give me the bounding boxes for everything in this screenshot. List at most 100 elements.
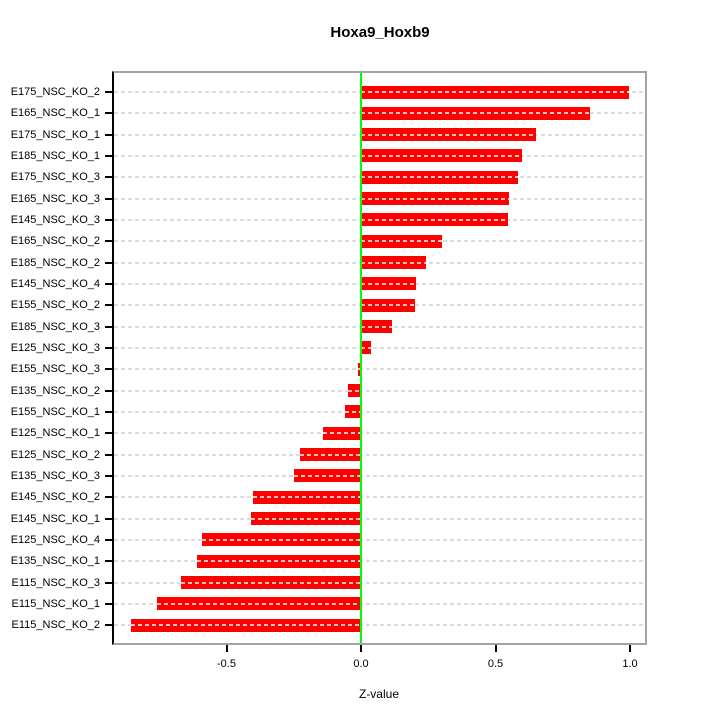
x-axis-tick bbox=[225, 645, 228, 652]
category-label: E155_NSC_KO_1 bbox=[10, 405, 100, 418]
bar-dash-pattern bbox=[180, 581, 361, 584]
grid-line bbox=[114, 410, 645, 413]
category-label: E175_NSC_KO_2 bbox=[10, 86, 100, 98]
bar-dash-pattern bbox=[361, 133, 536, 136]
bar bbox=[361, 213, 508, 227]
category-label: E115_NSC_KO_1 bbox=[11, 597, 100, 610]
y-axis-tick bbox=[105, 538, 112, 541]
bar-dash-pattern bbox=[344, 410, 361, 413]
bar-dash-pattern bbox=[348, 389, 361, 392]
category-label: E135_NSC_KO_2 bbox=[10, 384, 100, 397]
category-label: E135_NSC_KO_3 bbox=[10, 469, 100, 482]
bar-dash-pattern bbox=[361, 112, 590, 115]
y-axis-tick bbox=[105, 410, 112, 413]
grid-line bbox=[114, 474, 645, 477]
bar bbox=[357, 362, 361, 376]
y-axis-tick bbox=[105, 368, 112, 371]
grid-line bbox=[114, 581, 645, 584]
grid-line bbox=[114, 368, 645, 371]
y-axis-tick bbox=[105, 133, 112, 136]
x-axis-tick bbox=[494, 645, 497, 652]
bar bbox=[361, 192, 509, 206]
bar bbox=[361, 341, 371, 355]
y-axis-tick bbox=[105, 218, 112, 221]
bar-dash-pattern bbox=[202, 538, 361, 541]
category-label: E135_NSC_KO_1 bbox=[10, 555, 100, 568]
category-label: E115_NSC_KO_3 bbox=[11, 576, 100, 589]
category-label: E125_NSC_KO_4 bbox=[10, 533, 100, 546]
y-axis-tick bbox=[105, 325, 112, 328]
category-label: E125_NSC_KO_2 bbox=[10, 448, 100, 461]
grid-line bbox=[114, 624, 645, 627]
y-axis-tick bbox=[105, 389, 112, 392]
bar bbox=[361, 234, 442, 248]
y-axis-tick bbox=[105, 346, 112, 349]
y-axis-tick bbox=[105, 560, 112, 563]
y-axis-tick bbox=[105, 581, 112, 584]
bar bbox=[361, 256, 426, 270]
bar-dash-pattern bbox=[357, 368, 361, 371]
x-tick-label: 1.0 bbox=[622, 658, 638, 670]
y-axis-tick bbox=[105, 282, 112, 285]
category-label: E145_NSC_KO_3 bbox=[10, 213, 100, 226]
y-axis-tick bbox=[105, 624, 112, 627]
plot-area bbox=[112, 71, 647, 645]
x-axis-tick bbox=[629, 645, 631, 652]
bar bbox=[299, 448, 361, 462]
y-axis-tick bbox=[105, 261, 112, 264]
y-axis-tick bbox=[105, 112, 112, 115]
bar-dash-pattern bbox=[361, 176, 519, 179]
bar bbox=[361, 149, 523, 163]
bar bbox=[361, 85, 629, 99]
x-axis-tick bbox=[360, 645, 362, 652]
bar bbox=[131, 618, 361, 632]
y-axis-tick bbox=[105, 91, 112, 93]
bar-dash-pattern bbox=[361, 197, 509, 200]
bar bbox=[180, 576, 361, 590]
category-label: E155_NSC_KO_2 bbox=[10, 299, 100, 312]
bar-dash-pattern bbox=[293, 474, 361, 477]
bar bbox=[361, 277, 417, 291]
x-tick-label: 0.0 bbox=[353, 658, 369, 670]
bar bbox=[361, 320, 392, 334]
category-label: E185_NSC_KO_2 bbox=[10, 256, 100, 269]
bar bbox=[322, 426, 361, 440]
grid-line bbox=[114, 602, 645, 605]
bar-dash-pattern bbox=[361, 240, 442, 243]
bar-dash-pattern bbox=[361, 261, 426, 264]
bar-dash-pattern bbox=[253, 496, 361, 499]
y-axis-tick bbox=[105, 496, 112, 499]
y-axis-tick bbox=[105, 240, 112, 243]
bar bbox=[253, 490, 361, 504]
y-axis-tick bbox=[105, 176, 112, 179]
category-label: E165_NSC_KO_3 bbox=[10, 192, 100, 205]
grid-line bbox=[114, 538, 645, 541]
category-label: E185_NSC_KO_3 bbox=[10, 320, 100, 333]
grid-line bbox=[114, 517, 645, 520]
y-axis-tick bbox=[105, 154, 112, 157]
x-axis-label: Z-value bbox=[358, 687, 399, 701]
bar-dash-pattern bbox=[361, 325, 392, 328]
grid-line bbox=[114, 432, 645, 435]
bar bbox=[344, 405, 361, 419]
category-label: E175_NSC_KO_1 bbox=[10, 128, 100, 141]
bar-dash-pattern bbox=[361, 154, 523, 157]
y-axis-tick bbox=[105, 602, 112, 605]
zero-reference-line bbox=[360, 73, 362, 643]
bar bbox=[293, 469, 361, 483]
bar-dash-pattern bbox=[322, 432, 361, 435]
bar-dash-pattern bbox=[361, 346, 371, 349]
bar bbox=[202, 533, 361, 547]
bar bbox=[156, 597, 361, 611]
y-axis-tick bbox=[105, 432, 112, 435]
category-label: E155_NSC_KO_3 bbox=[10, 363, 100, 376]
category-label: E115_NSC_KO_2 bbox=[11, 619, 100, 632]
bar bbox=[348, 384, 361, 398]
bar bbox=[361, 106, 590, 120]
category-label: E145_NSC_KO_2 bbox=[10, 491, 100, 504]
bar-dash-pattern bbox=[250, 517, 361, 520]
x-tick-label: -0.5 bbox=[217, 658, 236, 670]
category-label: E125_NSC_KO_3 bbox=[10, 341, 100, 354]
bar-dash-pattern bbox=[361, 218, 508, 221]
